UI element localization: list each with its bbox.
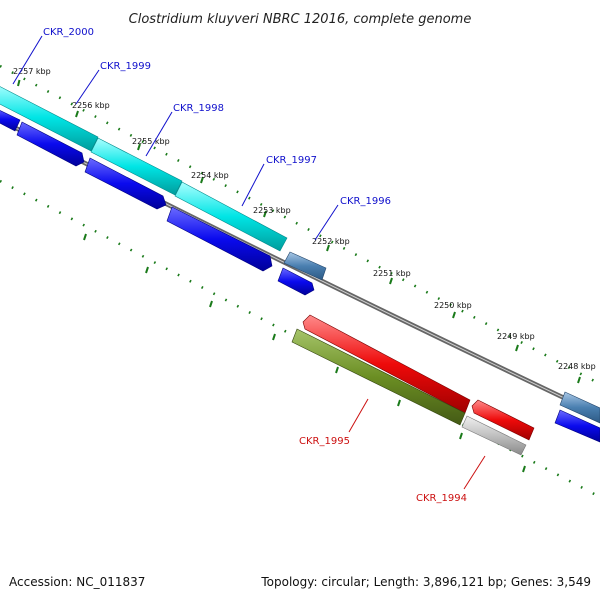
gene-feature-steel-right[interactable] [559,391,600,424]
map-title: Clostridium kluyveri NBRC 12016, complet… [129,12,472,27]
kbp-label: 2253 kbp [253,206,291,215]
gene-feature-gray[interactable] [461,415,527,456]
genome-summary-text: Topology: circular; Length: 3,896,121 bp… [260,575,591,589]
gene-feature-ckr-1995[interactable] [302,314,471,414]
kbp-label: 2252 kbp [312,237,350,246]
gene-feature-ckr-1999[interactable] [90,137,183,196]
kbp-label: 2250 kbp [434,301,472,310]
gene-label[interactable]: CKR_1997 [266,155,317,166]
gene-label[interactable]: CKR_1998 [173,103,224,114]
kbp-label: 2256 kbp [72,101,110,110]
gene-feature-ckr-1998[interactable] [174,181,288,252]
gene-feature-ckr-1996[interactable] [277,267,315,296]
gene-feature-blue-a[interactable] [0,108,21,132]
gene-feature-olive[interactable] [291,328,466,426]
gene-label[interactable]: CKR_1994 [416,493,467,504]
gene-label[interactable]: CKR_1995 [299,436,350,447]
kbp-label: 2255 kbp [132,137,170,146]
kbp-major-ticks [17,79,581,384]
gene-label[interactable]: CKR_1999 [100,61,151,72]
inner-major-ticks [83,233,526,473]
kbp-label: 2254 kbp [191,171,229,180]
gene-label[interactable]: CKR_1996 [340,196,391,207]
accession-text: Accession: NC_011837 [9,575,145,589]
gene-feature-ckr-1994[interactable] [471,399,535,441]
gene-feature-ckr-1997[interactable] [283,251,327,281]
label-leader-lines [12,35,486,490]
gene-feature-ckr-2000[interactable] [0,84,99,152]
kbp-label: 2251 kbp [373,269,411,278]
gene-feature-blue-right[interactable] [554,409,600,443]
kbp-label: 2248 kbp [558,362,596,371]
gene-feature-blue-d[interactable] [166,206,273,272]
gene-feature-blue-b[interactable] [16,121,85,167]
gene-label[interactable]: CKR_2000 [43,27,94,38]
gene-feature-blue-c[interactable] [84,157,167,210]
kbp-label: 2257 kbp [13,67,51,76]
kbp-label: 2249 kbp [497,332,535,341]
